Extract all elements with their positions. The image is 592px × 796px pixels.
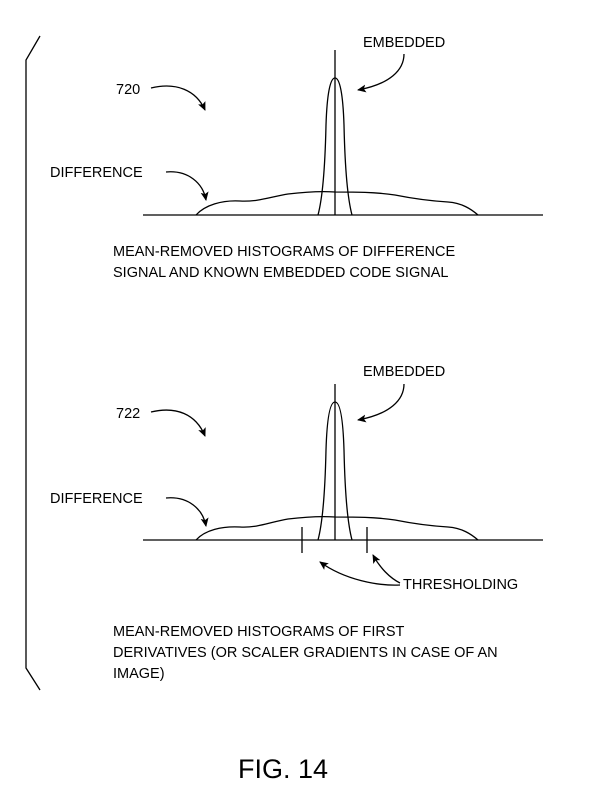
top-panel: EMBEDDED 720 DIFFERENCE MEAN-REMOVED HIS…	[50, 35, 543, 281]
top-caption-line2: SIGNAL AND KNOWN EMBEDDED CODE SIGNAL	[113, 265, 448, 281]
bottom-caption-line3: IMAGE)	[113, 666, 165, 682]
top-caption-line1: MEAN-REMOVED HISTOGRAMS OF DIFFERENCE	[113, 244, 455, 260]
top-embedded-label: EMBEDDED	[363, 35, 445, 51]
top-difference-arrow	[166, 172, 206, 200]
bottom-ref-number: 722	[116, 406, 140, 422]
bottom-caption-line2: DERIVATIVES (OR SCALER GRADIENTS IN CASE…	[113, 645, 498, 661]
top-ref-number: 720	[116, 82, 140, 98]
bottom-difference-histogram	[196, 517, 478, 540]
bottom-caption-line1: MEAN-REMOVED HISTOGRAMS OF FIRST	[113, 624, 405, 640]
top-difference-label: DIFFERENCE	[50, 165, 143, 181]
bottom-difference-label: DIFFERENCE	[50, 491, 143, 507]
bottom-panel: EMBEDDED 722 DIFFERENCE THRESHOLDING MEA…	[50, 364, 543, 682]
thresholding-label: THRESHOLDING	[403, 577, 518, 593]
bottom-embedded-label: EMBEDDED	[363, 364, 445, 380]
top-ref-arrow	[151, 86, 205, 110]
top-difference-histogram	[196, 192, 478, 215]
bottom-ref-arrow	[151, 410, 205, 436]
threshold-arrow-right	[373, 555, 400, 583]
threshold-arrow-left	[320, 562, 400, 585]
bottom-difference-arrow	[166, 498, 206, 526]
grouping-bracket	[26, 36, 40, 690]
bottom-embedded-arrow	[358, 384, 404, 420]
top-embedded-arrow	[358, 54, 404, 90]
figure-label: FIG. 14	[238, 754, 328, 784]
